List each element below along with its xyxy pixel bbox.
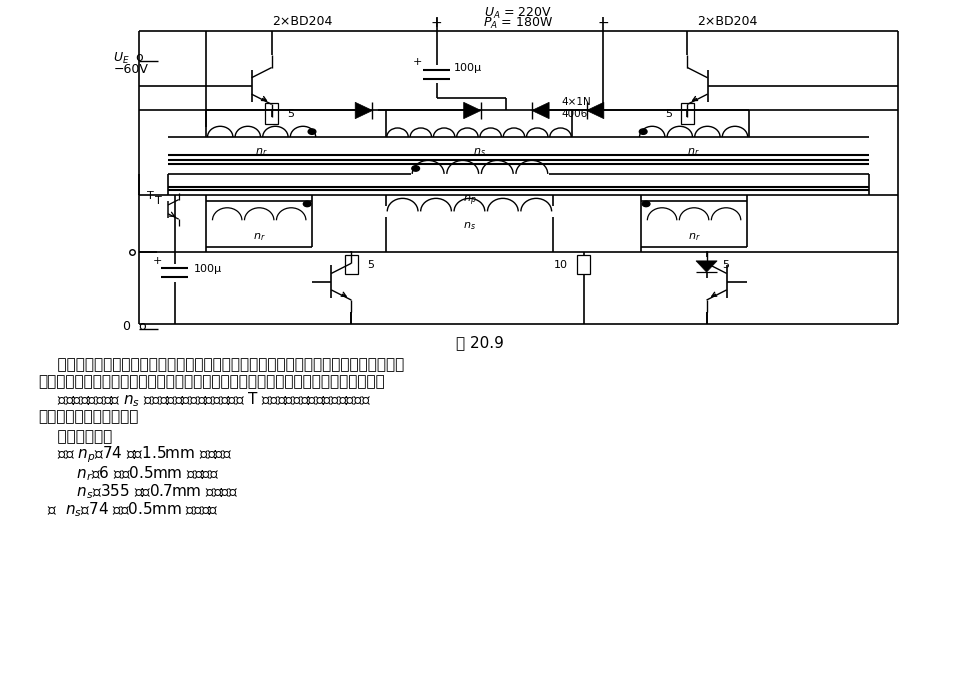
Text: 变压器数据：: 变压器数据： [38,429,112,444]
Text: 4006: 4006 [562,109,588,119]
Text: 5: 5 [287,108,294,119]
Text: T: T [155,196,162,206]
Text: 变换器中左上和右下晶体管总是同时处于开或关状态，并且与另两个晶体管状态相反。: 变换器中左上和右下晶体管总是同时处于开或关状态，并且与另两个晶体管状态相反。 [38,374,385,389]
Text: 0  o: 0 o [123,320,147,333]
Text: $n_r$: $n_r$ [255,146,268,158]
Polygon shape [532,102,549,119]
Text: T: T [147,191,155,201]
Text: 绕组 $n_p$＝74 匹，1.5mm 铜漆包线: 绕组 $n_p$＝74 匹，1.5mm 铜漆包线 [38,445,232,465]
Bar [681,103,694,124]
Text: 5: 5 [367,260,373,269]
Text: 100μ: 100μ [194,265,222,274]
Text: ．  $n_s$＝74 匹，0.5mm 铜漆包线: ． $n_s$＝74 匹，0.5mm 铜漆包线 [38,501,219,520]
Text: 2×BD204: 2×BD204 [698,14,757,28]
Text: 脉冲的幅度由电阻限定。: 脉冲的幅度由电阻限定。 [38,409,139,424]
Text: +: + [153,256,162,265]
Text: $n_r$＝6 匹，0.5mm 铜漆包线: $n_r$＝6 匹，0.5mm 铜漆包线 [38,464,220,483]
Text: $n_p$: $n_p$ [463,194,476,209]
Text: $n_s$: $n_s$ [463,220,476,233]
Circle shape [308,129,316,134]
Text: 4×1N: 4×1N [562,98,591,107]
Text: −: − [597,16,609,29]
Text: 5: 5 [722,260,729,269]
Text: $P_A$ = 180W: $P_A$ = 180W [483,16,554,31]
Polygon shape [696,261,717,272]
Text: $n_r$: $n_r$ [687,146,700,158]
Circle shape [303,201,311,207]
Text: $U_A$ = 220V: $U_A$ = 220V [484,5,553,20]
Text: −60V: −60V [113,63,148,76]
Bar [577,255,590,274]
Text: $U_E$  o: $U_E$ o [113,50,145,65]
Text: 该电路相当于两个并接的串联电压变换器，按推挑方式工作，因此不要求电源有中点。: 该电路相当于两个并接的串联电压变换器，按推挑方式工作，因此不要求电源有中点。 [38,357,405,372]
Text: 图 20.9: 图 20.9 [456,336,504,351]
Polygon shape [355,102,372,119]
Text: 10: 10 [554,260,568,269]
Text: $n_s$: $n_s$ [472,146,486,158]
Text: 该电路由辅助绕组 $n_s$ 实现辅助起振，此绕组由按键 T 或脉冲触点产生冲击电流。振荡: 该电路由辅助绕组 $n_s$ 实现辅助起振，此绕组由按键 T 或脉冲触点产生冲击… [38,390,372,409]
Text: +: + [431,16,443,29]
Text: $n_r$: $n_r$ [252,231,266,243]
Polygon shape [587,102,604,119]
Text: 2×BD204: 2×BD204 [273,14,332,28]
Text: +: + [413,57,422,67]
Circle shape [639,129,647,134]
Text: $n_s$＝355 匹，0.7mm 铜漆包线: $n_s$＝355 匹，0.7mm 铜漆包线 [38,482,239,501]
Text: 100μ: 100μ [454,63,482,72]
Text: $n_r$: $n_r$ [687,231,701,243]
Polygon shape [464,102,481,119]
Text: 5: 5 [665,108,672,119]
Bar [345,255,358,274]
Circle shape [642,201,650,207]
Bar [265,103,278,124]
Circle shape [412,166,420,171]
